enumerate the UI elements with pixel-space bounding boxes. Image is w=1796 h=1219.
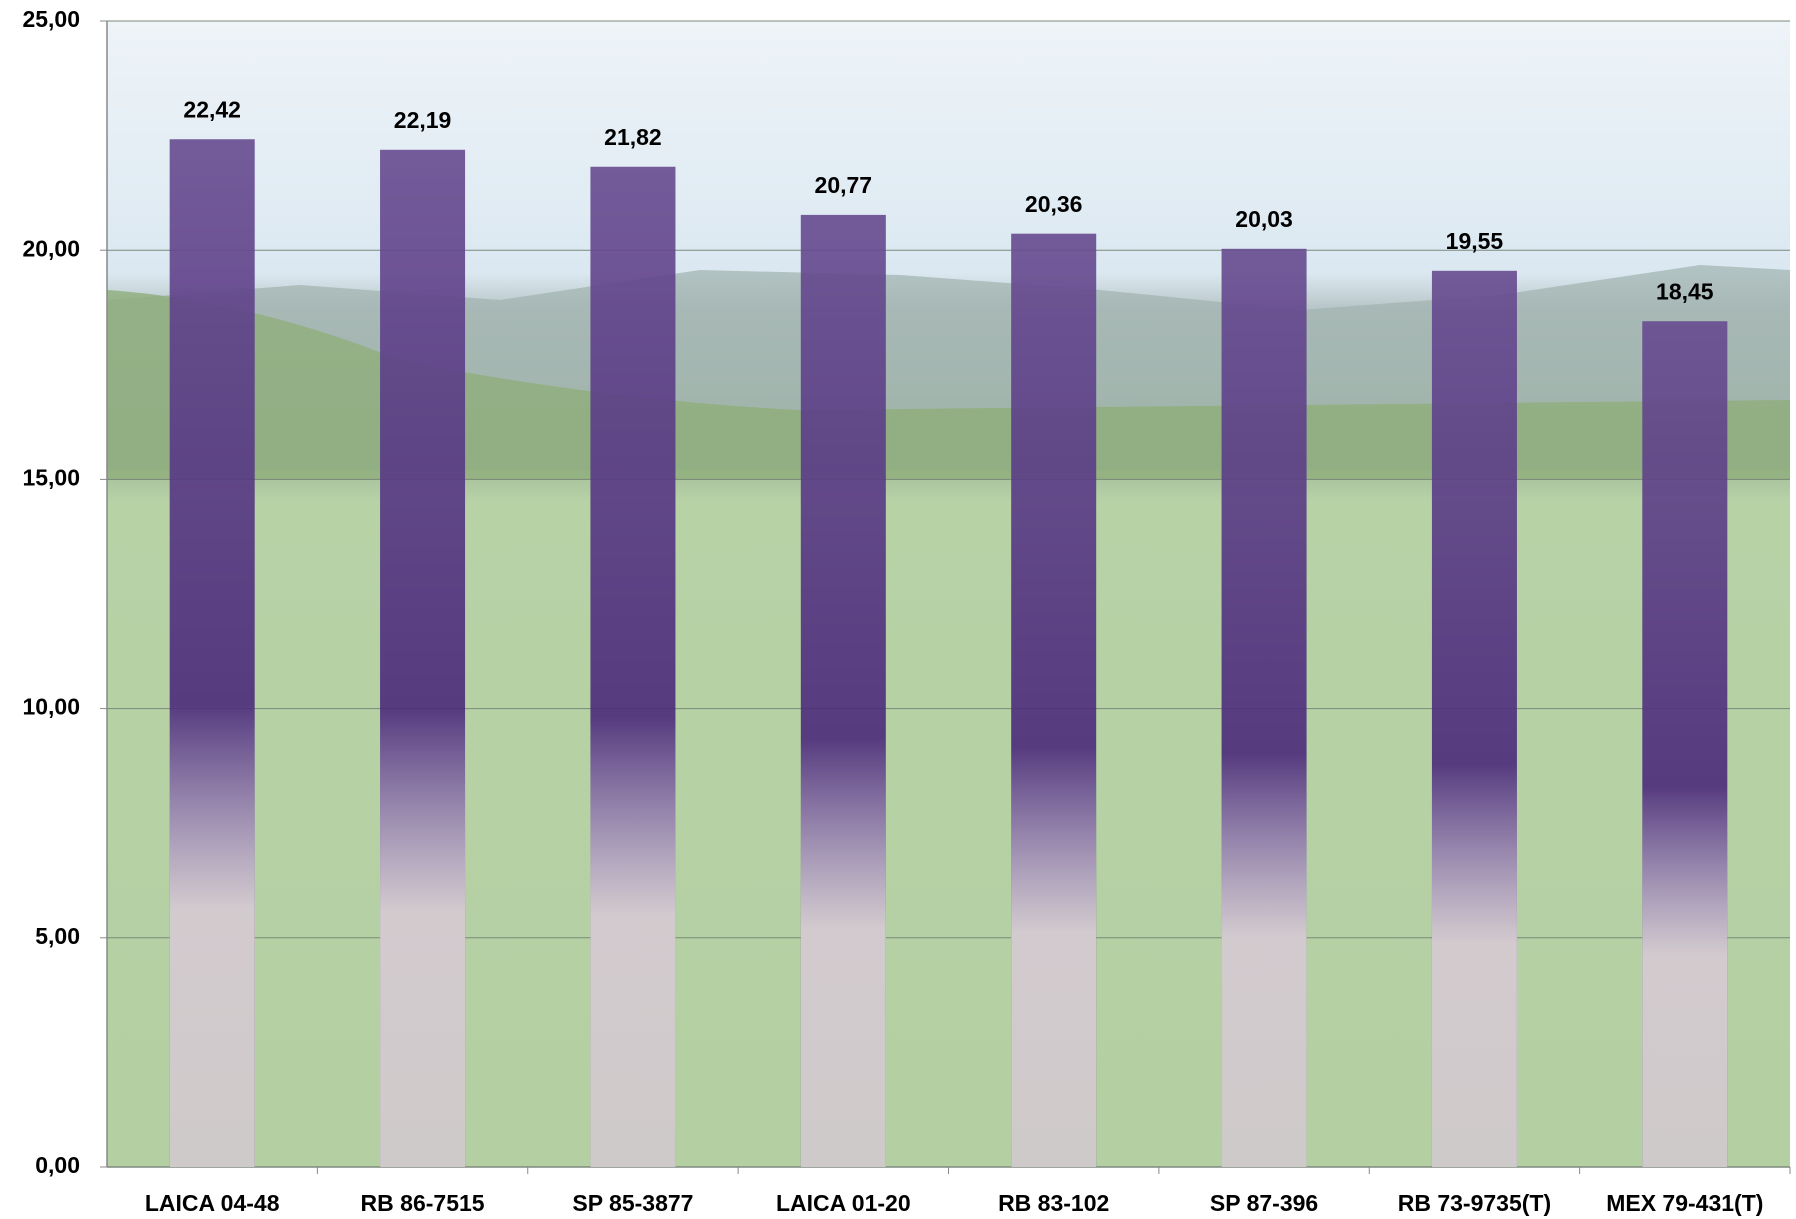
x-tick-label: LAICA 01-20 (776, 1190, 911, 1216)
y-tick-label: 20,00 (22, 235, 80, 261)
value-label: 21,82 (604, 124, 662, 150)
bar-texture (800, 214, 886, 1167)
value-label: 22,42 (183, 96, 241, 122)
x-tick-label: MEX 79-431(T) (1606, 1190, 1763, 1216)
bar-texture (1431, 270, 1517, 1167)
value-label: 19,55 (1446, 228, 1504, 254)
y-tick-label: 25,00 (22, 6, 80, 32)
bar-texture (1221, 248, 1307, 1167)
y-tick-label: 10,00 (22, 694, 80, 720)
y-tick-label: 15,00 (22, 464, 80, 490)
value-label: 20,36 (1025, 191, 1083, 217)
y-tick-label: 0,00 (35, 1152, 80, 1178)
x-tick-label: RB 73-9735(T) (1398, 1190, 1551, 1216)
background-photo (107, 21, 1790, 1167)
value-label: 20,03 (1235, 206, 1293, 232)
bar-texture (1642, 321, 1728, 1167)
value-label: 18,45 (1656, 278, 1714, 304)
x-tick-label: RB 86-7515 (361, 1190, 485, 1216)
bar-texture (1011, 233, 1097, 1167)
bar-texture (380, 149, 466, 1167)
x-tick-label: SP 85-3877 (572, 1190, 693, 1216)
bar-texture (169, 139, 255, 1167)
bar-texture (590, 166, 676, 1168)
value-label: 22,19 (394, 107, 452, 133)
y-tick-label: 5,00 (35, 923, 80, 949)
value-label: 20,77 (815, 172, 873, 198)
x-tick-label: RB 83-102 (998, 1190, 1109, 1216)
x-tick-label: LAICA 04-48 (145, 1190, 280, 1216)
x-tick-label: SP 87-396 (1210, 1190, 1318, 1216)
